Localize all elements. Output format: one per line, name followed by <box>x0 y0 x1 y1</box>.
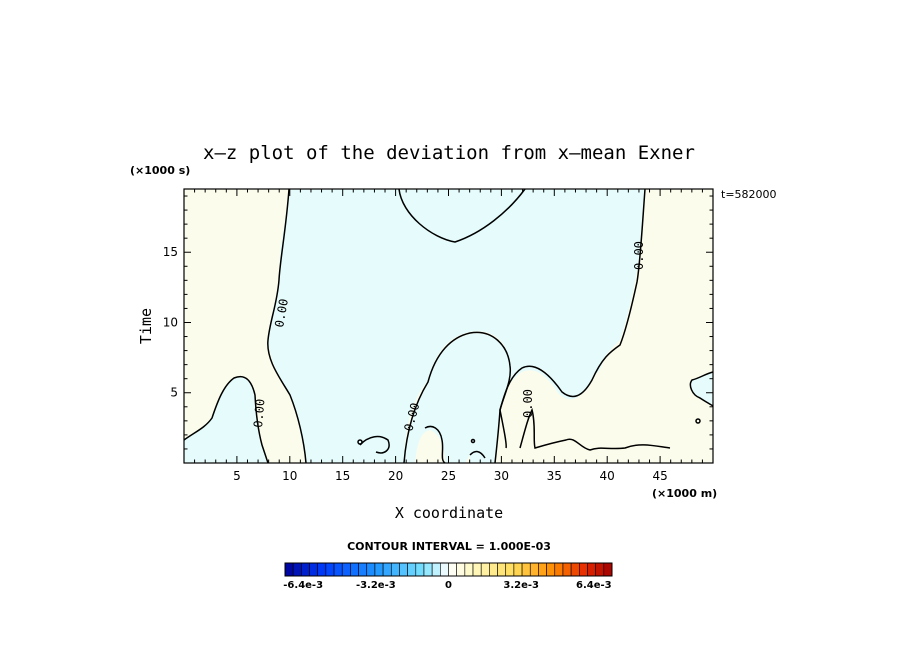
chart-title: x–z plot of the deviation from x–mean Ex… <box>203 142 695 164</box>
colorbar-cell <box>554 562 564 577</box>
colorbar-cell <box>390 562 400 577</box>
x-axis: 5 10 15 20 25 30 35 40 45 <box>194 189 703 483</box>
colorbar-cell <box>374 562 384 577</box>
x-tick-label: 30 <box>494 469 509 483</box>
colorbar-cell <box>603 562 613 577</box>
contour-line <box>403 331 512 464</box>
contour-label: 0.00 <box>632 241 646 270</box>
colorbar-cell <box>407 562 417 577</box>
x-tick-label: 20 <box>388 469 403 483</box>
colorbar-cell <box>317 562 327 577</box>
colorbar-cell <box>325 562 335 577</box>
colorbar-cell <box>513 562 523 577</box>
colorbar-cell <box>440 562 449 577</box>
contour-label: 0.00 <box>251 398 267 428</box>
colorbar-cell <box>358 562 368 577</box>
x-tick-label: 45 <box>652 469 667 483</box>
colorbar-cell <box>333 562 343 577</box>
contour-lines <box>183 188 714 464</box>
colorbar-tick-label: -6.4e-3 <box>283 580 323 591</box>
colorbar-frame <box>284 562 613 577</box>
colorbar-cell <box>505 562 515 577</box>
x-tick-label: 5 <box>233 469 241 483</box>
colorbar-cell <box>529 562 539 577</box>
x-tick-label: 15 <box>335 469 350 483</box>
negative-region-center <box>268 189 645 463</box>
colorbar-cell <box>366 562 376 577</box>
contour-label: 0.00 <box>272 298 291 329</box>
colorbar-cell <box>489 562 498 577</box>
contour-dot <box>357 439 363 445</box>
colorbar-cell <box>497 562 507 577</box>
contour-line <box>183 375 269 464</box>
colorbar-cell <box>546 562 556 577</box>
colorbar-cell <box>301 562 310 577</box>
colorbar-cell <box>472 562 482 577</box>
colorbar-cell <box>341 562 351 577</box>
colorbar-cell <box>350 562 359 577</box>
colorbar-cell <box>423 562 433 577</box>
contour-line <box>689 371 714 407</box>
colorbar-cell <box>562 562 572 577</box>
contour-dot <box>695 418 701 424</box>
x-unit-label: (×1000 m) <box>652 487 717 500</box>
colorbar-cell <box>415 562 425 577</box>
contour-label: 0.00 <box>521 389 535 418</box>
contour-line <box>359 425 486 464</box>
colorbar-cell <box>309 562 318 577</box>
plot-area: 0.00 0.00 0.00 0.00 0.00 <box>183 188 714 464</box>
contour-dot <box>470 438 476 444</box>
colorbar-cell <box>578 562 588 577</box>
colorbar-cell <box>448 562 457 577</box>
colorbar-tick-label: -3.2e-3 <box>356 580 396 591</box>
time-label: t=582000 <box>721 188 777 201</box>
contour-line <box>267 188 307 464</box>
colorbar-cell <box>570 562 580 577</box>
contour-labels: 0.00 0.00 0.00 0.00 0.00 <box>251 241 646 433</box>
colorbar-cell <box>284 562 294 577</box>
negative-region-right <box>690 372 713 406</box>
colorbar: -6.4e-3 -3.2e-3 0 3.2e-3 6.4e-3 <box>283 562 613 591</box>
y-tick-label: 10 <box>163 315 178 329</box>
colorbar-cell <box>431 562 441 577</box>
y-tick-label: 5 <box>170 386 178 400</box>
y-tick-label: 15 <box>163 245 178 259</box>
colorbar-tick-label: 6.4e-3 <box>576 580 612 591</box>
y-axis-label: Time <box>137 308 155 344</box>
colorbar-cell <box>521 562 531 577</box>
x-tick-label: 25 <box>441 469 456 483</box>
colorbar-tick-label: 0 <box>445 580 452 591</box>
x-tick-label: 35 <box>547 469 562 483</box>
x-tick-label: 10 <box>282 469 297 483</box>
colorbar-cell <box>480 562 490 577</box>
colorbar-cell <box>382 562 392 577</box>
x-axis-label: X coordinate <box>395 504 503 522</box>
y-unit-label: (×1000 s) <box>130 164 190 177</box>
contour-line <box>398 188 526 243</box>
negative-region-main <box>289 189 645 463</box>
colorbar-cell <box>292 562 302 577</box>
contour-line <box>519 407 671 451</box>
colorbar-cell <box>538 562 547 577</box>
colorbar-cell <box>456 562 466 577</box>
colorbar-cell <box>595 562 605 577</box>
colorbar-cell <box>587 562 596 577</box>
y-axis: 5 10 15 <box>163 195 713 450</box>
x-tick-label: 40 <box>600 469 615 483</box>
colorbar-cell <box>464 562 474 577</box>
colorbar-tick-label: 3.2e-3 <box>503 580 539 591</box>
colorbar-cell <box>399 562 408 577</box>
negative-region-left <box>184 376 268 463</box>
contour-interval-text: CONTOUR INTERVAL = 1.000E-03 <box>347 540 551 553</box>
